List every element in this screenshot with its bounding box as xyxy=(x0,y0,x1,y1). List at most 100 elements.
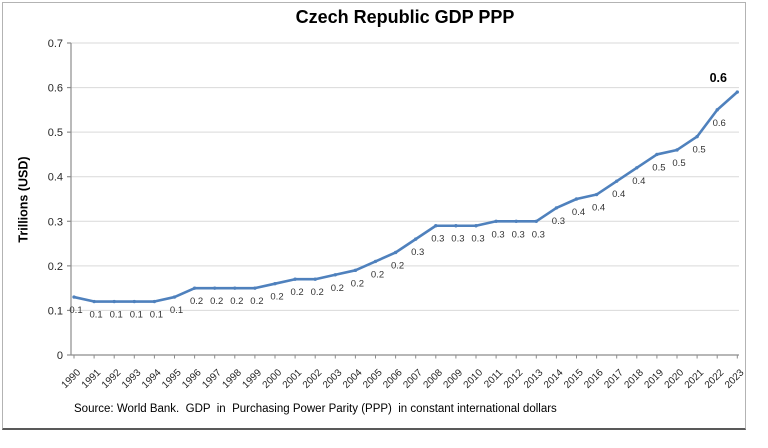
data-point-marker xyxy=(434,224,438,228)
data-label: 0.1 xyxy=(110,310,123,321)
data-label: 0.3 xyxy=(431,234,444,245)
x-tick-label: 2022 xyxy=(703,367,727,391)
data-label: 0.1 xyxy=(170,305,183,316)
x-tick-label: 2009 xyxy=(442,367,466,391)
y-tick-label: 0.5 xyxy=(48,127,63,139)
data-point-marker xyxy=(333,273,337,277)
chart-frame xyxy=(2,2,746,430)
x-tick-label: 1990 xyxy=(60,367,84,391)
data-point-marker xyxy=(353,268,358,273)
x-tick-label: 2000 xyxy=(261,367,285,391)
data-label: 0.4 xyxy=(572,207,585,218)
data-point-marker xyxy=(675,148,679,152)
x-tick-label: 2019 xyxy=(643,367,667,391)
series-line xyxy=(72,90,739,303)
data-label: 0.4 xyxy=(632,176,645,187)
data-point-marker xyxy=(72,295,76,299)
y-tick-label: 0.7 xyxy=(48,38,63,50)
data-point-marker xyxy=(534,219,538,223)
x-tick-label: 2023 xyxy=(723,367,747,391)
data-label: 0.2 xyxy=(290,287,303,298)
data-point-marker xyxy=(233,286,237,290)
data-point-marker xyxy=(313,277,317,281)
data-label: 0.3 xyxy=(552,216,565,227)
x-tick-label: 1999 xyxy=(241,367,265,391)
x-tick-label: 2003 xyxy=(321,367,345,391)
data-label: 0.1 xyxy=(69,305,82,316)
data-label: 0.4 xyxy=(612,189,625,200)
data-point-marker xyxy=(273,281,277,286)
x-tick-label: 2017 xyxy=(602,367,626,391)
x-tick-label: 1995 xyxy=(160,367,184,391)
x-tick-label: 1991 xyxy=(80,367,104,391)
chart-title: Czech Republic GDP PPP xyxy=(295,7,515,27)
data-point-marker xyxy=(615,179,619,183)
data-point-marker xyxy=(92,299,96,304)
data-point-marker xyxy=(655,152,659,157)
x-tick-label: 1994 xyxy=(140,367,164,391)
x-tick-label: 2020 xyxy=(663,367,687,391)
data-label: 0.2 xyxy=(270,292,283,303)
x-tick-label: 2021 xyxy=(683,367,707,391)
data-point-marker xyxy=(132,299,136,304)
data-point-marker xyxy=(172,295,177,299)
data-point-marker xyxy=(554,206,559,210)
x-tick-label: 2010 xyxy=(462,367,486,391)
x-tick-label: 2013 xyxy=(522,367,546,391)
x-tick-label: 1998 xyxy=(220,367,244,391)
x-tick-label: 2004 xyxy=(341,367,365,391)
data-point-marker xyxy=(574,197,579,201)
data-label: 0.1 xyxy=(150,310,163,321)
x-tick-label: 2002 xyxy=(301,367,325,391)
y-tick-label: 0.6 xyxy=(48,83,63,95)
data-point-marker xyxy=(474,224,478,228)
data-label: 0.2 xyxy=(230,296,243,307)
x-tick-label: 2015 xyxy=(562,367,586,391)
x-tick-label: 2007 xyxy=(401,367,425,391)
data-point-marker xyxy=(253,286,257,290)
x-tick-label: 2016 xyxy=(582,367,606,391)
data-label: 0.1 xyxy=(130,310,143,321)
data-point-marker xyxy=(695,134,699,139)
data-label: 0.3 xyxy=(532,229,545,240)
data-point-marker xyxy=(293,277,297,281)
x-tick-label: 2011 xyxy=(482,367,505,390)
data-label: 0.5 xyxy=(652,162,665,173)
data-label: 0.2 xyxy=(351,278,364,289)
x-tick-label: 2006 xyxy=(381,367,405,391)
data-point-marker xyxy=(454,224,458,228)
y-tick-label: 0.4 xyxy=(48,172,63,184)
x-tick-label: 2005 xyxy=(361,367,385,391)
y-tick-label: 0.2 xyxy=(48,261,63,273)
x-tick-label: 1996 xyxy=(180,367,204,391)
data-label: 0.2 xyxy=(311,287,324,298)
data-label: 0.5 xyxy=(692,145,705,156)
data-point-marker xyxy=(594,192,599,197)
x-tick-label: 2018 xyxy=(622,367,646,391)
data-label: 0.2 xyxy=(331,283,344,294)
x-tick-label: 2014 xyxy=(542,367,566,391)
x-tick-label: 1992 xyxy=(100,367,124,391)
x-tick-label: 2008 xyxy=(421,367,445,391)
data-label: 0.3 xyxy=(512,229,525,240)
x-tick-label: 1993 xyxy=(120,367,144,391)
y-tick-label: 0 xyxy=(57,350,63,362)
data-label: 0.3 xyxy=(471,234,484,245)
data-point-marker xyxy=(635,166,639,170)
source-note: Source: World Bank. GDP in Purchasing Po… xyxy=(74,403,557,415)
data-point-marker xyxy=(735,90,739,94)
x-tick-label: 1997 xyxy=(200,367,224,391)
y-tick-label: 0.1 xyxy=(48,305,63,317)
data-label: 0.2 xyxy=(391,260,404,271)
y-tick-label: 0.3 xyxy=(48,216,63,228)
data-point-marker xyxy=(213,286,217,290)
data-point-marker xyxy=(514,219,518,223)
data-label: 0.3 xyxy=(451,234,464,245)
final-data-label: 0.6 xyxy=(710,71,727,85)
data-point-marker xyxy=(494,219,498,223)
x-tick-label: 2012 xyxy=(502,367,526,391)
data-label: 0.4 xyxy=(592,203,605,214)
data-label: 0.3 xyxy=(491,229,504,240)
